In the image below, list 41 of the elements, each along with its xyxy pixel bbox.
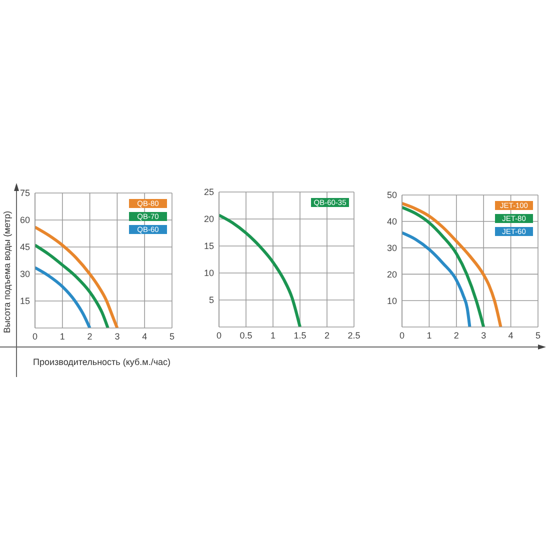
- x-axis-title: Производительность (куб.м./час): [33, 356, 171, 368]
- y-tick-label: 15: [204, 241, 214, 252]
- y-tick-label: 60: [20, 215, 30, 226]
- y-axis-title: Высота подъема воды (метр): [1, 210, 13, 336]
- x-tick-label: 3: [114, 331, 120, 342]
- y-tick-label: 15: [20, 296, 30, 306]
- y-tick-label: 45: [20, 242, 30, 252]
- y-tick-label: 10: [386, 296, 397, 306]
- x-tick-label: 5: [169, 331, 175, 342]
- y-tick-label: 20: [386, 269, 397, 280]
- x-tick-label: 2: [324, 330, 330, 340]
- x-tick-label: 4: [142, 331, 148, 342]
- x-tick-label: 2: [87, 331, 92, 342]
- line-series: [35, 244, 110, 328]
- line-series: [402, 206, 486, 327]
- x-tick-label: 0: [32, 331, 38, 342]
- y-tick-label: 25: [204, 187, 214, 198]
- x-tick-label: 2.5: [348, 330, 360, 340]
- y-tick-label: 50: [386, 190, 397, 200]
- y-tick-label: 40: [386, 216, 397, 227]
- line-series: [35, 266, 92, 328]
- x-tick-label: 0: [399, 330, 405, 340]
- y-tick-label: 10: [204, 268, 214, 278]
- x-tick-label: 0: [216, 330, 222, 340]
- x-tick-label: 1: [426, 330, 432, 340]
- y-tick-label: 30: [386, 242, 397, 253]
- line-series: [35, 226, 119, 328]
- y-tick-label: 30: [20, 269, 30, 280]
- x-tick-label: 2: [454, 330, 459, 340]
- x-tick-label: 1.5: [294, 330, 306, 340]
- x-tick-label: 0.5: [240, 330, 252, 340]
- x-tick-label: 5: [535, 330, 541, 340]
- y-tick-label: 20: [204, 214, 214, 224]
- x-tick-label: 1: [60, 331, 65, 342]
- x-tick-label: 1: [270, 330, 276, 340]
- line-series: [402, 231, 472, 327]
- y-tick-label: 75: [20, 188, 30, 198]
- x-tick-label: 3: [481, 330, 486, 340]
- x-tick-label: 4: [508, 330, 514, 340]
- y-tick-label: 5: [208, 295, 214, 306]
- line-series: [219, 214, 302, 327]
